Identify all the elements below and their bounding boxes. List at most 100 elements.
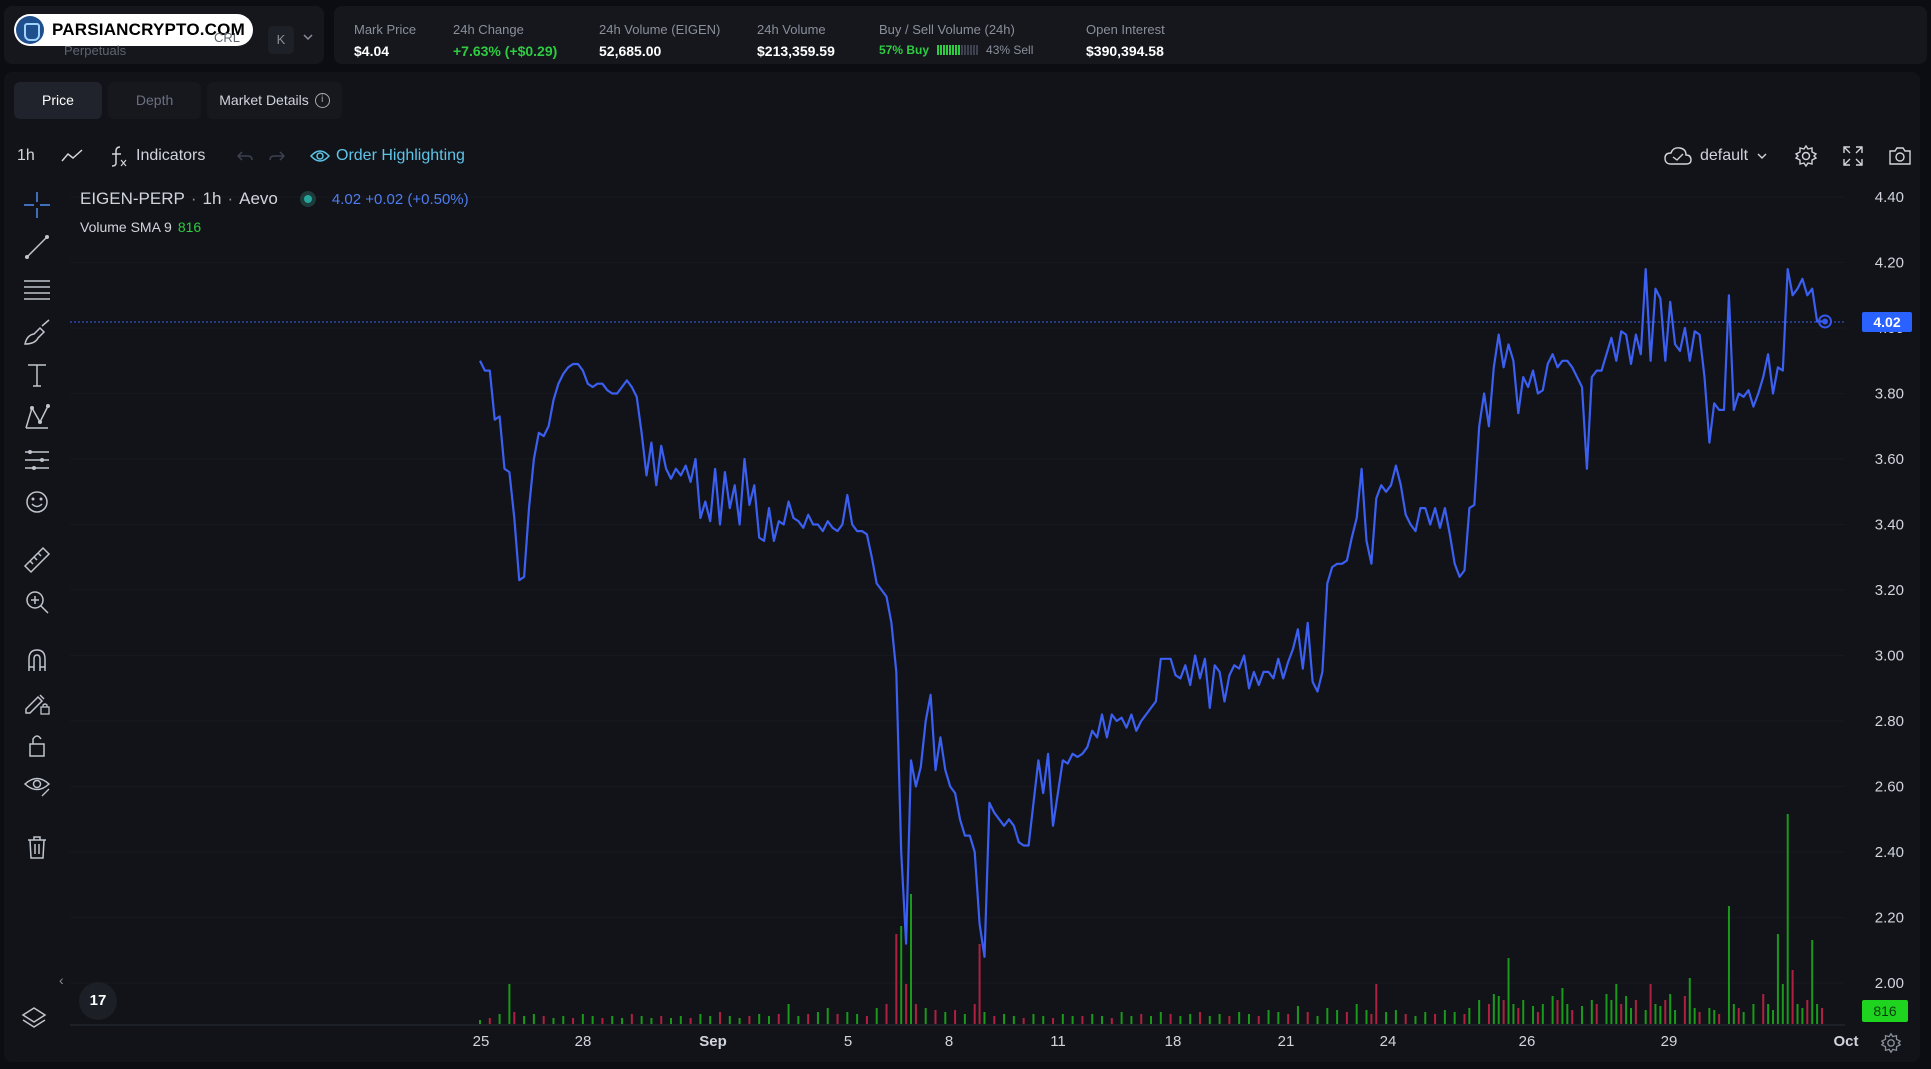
text-tool[interactable] — [22, 360, 52, 390]
gear-icon[interactable] — [1880, 1032, 1902, 1054]
volume-bar — [983, 1012, 986, 1024]
volume-bar — [1561, 988, 1564, 1024]
volume-bar — [978, 944, 981, 1024]
tab-price[interactable]: Price — [14, 82, 102, 119]
stat-mark-price: Mark Price $4.04 — [354, 22, 416, 59]
volume-bar — [601, 1018, 604, 1024]
order-highlighting-toggle[interactable]: Order Highlighting — [310, 136, 465, 176]
lock-drawing-tool[interactable] — [22, 687, 52, 717]
volume-bar — [1326, 1008, 1329, 1024]
legend-values: 4.02 +0.02 (+0.50%) — [331, 190, 469, 208]
buy-sell-segment — [940, 45, 943, 55]
redo-icon — [269, 151, 286, 161]
price-tick-label: 2.40 — [1875, 844, 1904, 861]
volume-bar — [1664, 1000, 1667, 1024]
market-k-button[interactable]: K — [268, 26, 294, 54]
logo-text: PARSIANCRYPTO.COM — [52, 20, 245, 39]
volume-tag: 816 — [1862, 1000, 1908, 1022]
chart-grid — [70, 196, 1845, 984]
magnet-tool[interactable] — [22, 645, 52, 675]
stat-value: +7.63% (+$0.29) — [453, 43, 558, 59]
layout-selector[interactable]: default — [1664, 136, 1768, 176]
fib-tool[interactable] — [22, 275, 52, 305]
legend-separator: · — [190, 189, 197, 208]
delete-tool[interactable] — [22, 832, 52, 862]
forecast-tool[interactable] — [22, 445, 52, 475]
chart-type-button[interactable] — [60, 136, 84, 176]
volume-bar — [1791, 970, 1794, 1024]
volume-bar — [1277, 1012, 1280, 1024]
brush-tool[interactable] — [22, 317, 52, 347]
volume-bar — [1414, 1016, 1417, 1024]
tradingview-logo[interactable]: 17 — [79, 982, 117, 1020]
volume-bar — [1296, 1006, 1299, 1024]
settings-button[interactable] — [1794, 136, 1818, 176]
time-tick-label: 18 — [1165, 1033, 1182, 1050]
volume-bar — [1198, 1012, 1201, 1024]
stat-label: 24h Volume (EIGEN) — [599, 22, 721, 37]
last-price-marker — [1818, 314, 1832, 329]
volume-bar — [1644, 1010, 1647, 1024]
volume-bar — [914, 1004, 917, 1024]
screenshot-button[interactable] — [1888, 136, 1912, 176]
redo-button[interactable] — [268, 136, 286, 176]
undo-button[interactable] — [236, 136, 254, 176]
time-tick-label: 21 — [1278, 1033, 1295, 1050]
gear-icon — [1794, 144, 1818, 168]
volume-bar — [621, 1018, 624, 1024]
fullscreen-icon — [1843, 146, 1863, 166]
market-chip[interactable]: CRL — [214, 30, 241, 45]
volume-bar — [963, 1014, 966, 1024]
volume-bar — [660, 1016, 663, 1024]
zoom-tool[interactable] — [22, 587, 52, 617]
volume-bar — [1688, 978, 1691, 1024]
interval-button[interactable]: 1h — [17, 147, 35, 164]
volume-bar — [1468, 1008, 1471, 1024]
volume-bar — [767, 1016, 770, 1024]
buy-sell-segment — [970, 45, 973, 55]
volume-bar — [1257, 1016, 1260, 1024]
market-selector[interactable]: PARSIANCRYPTO.COM Perpetuals CRL K — [4, 6, 324, 64]
crosshair-tool[interactable] — [22, 190, 52, 220]
chevron-down-icon[interactable] — [302, 31, 314, 43]
zoom-in-icon — [26, 591, 49, 614]
measure-tool[interactable] — [22, 545, 52, 575]
volume-bar — [1497, 996, 1500, 1024]
volume-bar — [1727, 906, 1730, 1024]
volume-bar — [1052, 1018, 1055, 1024]
tab-depth[interactable]: Depth — [107, 82, 202, 119]
time-tick-label: 28 — [575, 1033, 592, 1050]
buy-sell-segment — [952, 45, 955, 55]
brush-icon — [24, 319, 50, 345]
volume-bar — [1032, 1014, 1035, 1024]
volume-bar — [640, 1016, 643, 1024]
volume-bar — [1238, 1012, 1241, 1024]
volume-bar — [532, 1014, 535, 1024]
drawing-toolbar — [4, 177, 66, 1057]
indicators-button[interactable]: Indicators — [108, 136, 205, 176]
volume-bar — [1443, 1010, 1446, 1024]
tab-market-details[interactable]: Market Details i — [207, 82, 342, 119]
text-icon — [28, 364, 46, 387]
price-tick-label: 3.00 — [1875, 648, 1904, 665]
volume-bar — [523, 1016, 526, 1024]
volume-bar — [1522, 1000, 1525, 1024]
volume-bar — [562, 1016, 565, 1024]
hide-drawings-tool[interactable] — [22, 770, 52, 800]
forecast-icon — [25, 450, 49, 470]
trend-line-tool[interactable] — [22, 232, 52, 262]
buy-sell-meter: 57% Buy 43% Sell — [879, 43, 1033, 57]
magnet-icon — [28, 649, 46, 671]
volume-bar — [1487, 1004, 1490, 1024]
price-tick-label: 4.20 — [1875, 255, 1904, 272]
chart-toolbar: 1h Indicators Order Highlighting default — [4, 136, 1920, 176]
emoji-tool[interactable] — [22, 487, 52, 517]
collapse-toolbar-button[interactable]: ‹ — [59, 972, 64, 988]
layers-icon[interactable] — [20, 1005, 48, 1033]
fullscreen-button[interactable] — [1842, 136, 1864, 176]
layout-label: default — [1700, 147, 1749, 164]
pattern-tool[interactable] — [22, 402, 52, 432]
volume-bar — [1654, 1004, 1657, 1024]
lock-all-tool[interactable] — [22, 730, 52, 760]
